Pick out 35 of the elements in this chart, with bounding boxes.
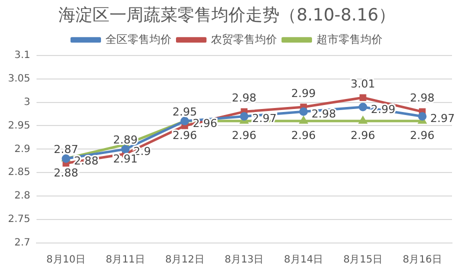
data-label: 2.97 [430,112,455,126]
y-tick-label: 2.75 [8,214,30,226]
data-label: 2.95 [172,106,197,119]
data-label: 2.96 [232,128,256,142]
x-tick-label: 8月10日 [46,254,86,266]
x-tick-label: 8月11日 [106,254,145,266]
data-label: 2.96 [172,128,197,142]
data-label: 3.01 [350,77,376,90]
data-label: 2.96 [410,128,435,142]
x-tick-label: 8月15日 [343,254,382,266]
x-tick-label: 8月16日 [402,254,442,266]
y-tick-label: 2.95 [8,120,30,132]
y-tick-label: 2.7 [14,238,30,249]
data-label: 2.98 [410,92,435,105]
y-tick-label: 3.05 [8,73,30,84]
legend-label: 全区零售均价 [105,32,172,46]
data-label: 2.96 [350,128,376,142]
data-label: 2.88 [54,166,78,180]
data-label: 2.99 [291,86,316,100]
legend-label: 农贸零售均价 [210,32,277,46]
y-tick-label: 2.9 [14,144,30,155]
y-tick-label: 2.8 [14,190,30,202]
y-tick-label: 3 [24,96,30,108]
legend-label: 超市零售均价 [316,32,382,46]
data-label: 2.96 [291,128,316,142]
y-tick-label: 3.1 [14,50,30,61]
x-tick-label: 8月12日 [165,254,204,266]
x-tick-label: 8月14日 [284,254,324,266]
x-tick-label: 8月13日 [224,254,264,266]
y-tick-label: 2.85 [8,167,30,178]
data-label: 2.87 [54,143,78,156]
data-label: 2.98 [232,92,256,105]
data-label: 2.91 [113,152,138,166]
chart-title: 海淀区一周蔬菜零售均价走势（8.10-8.16） [58,6,396,26]
data-label: 2.98 [312,108,336,121]
